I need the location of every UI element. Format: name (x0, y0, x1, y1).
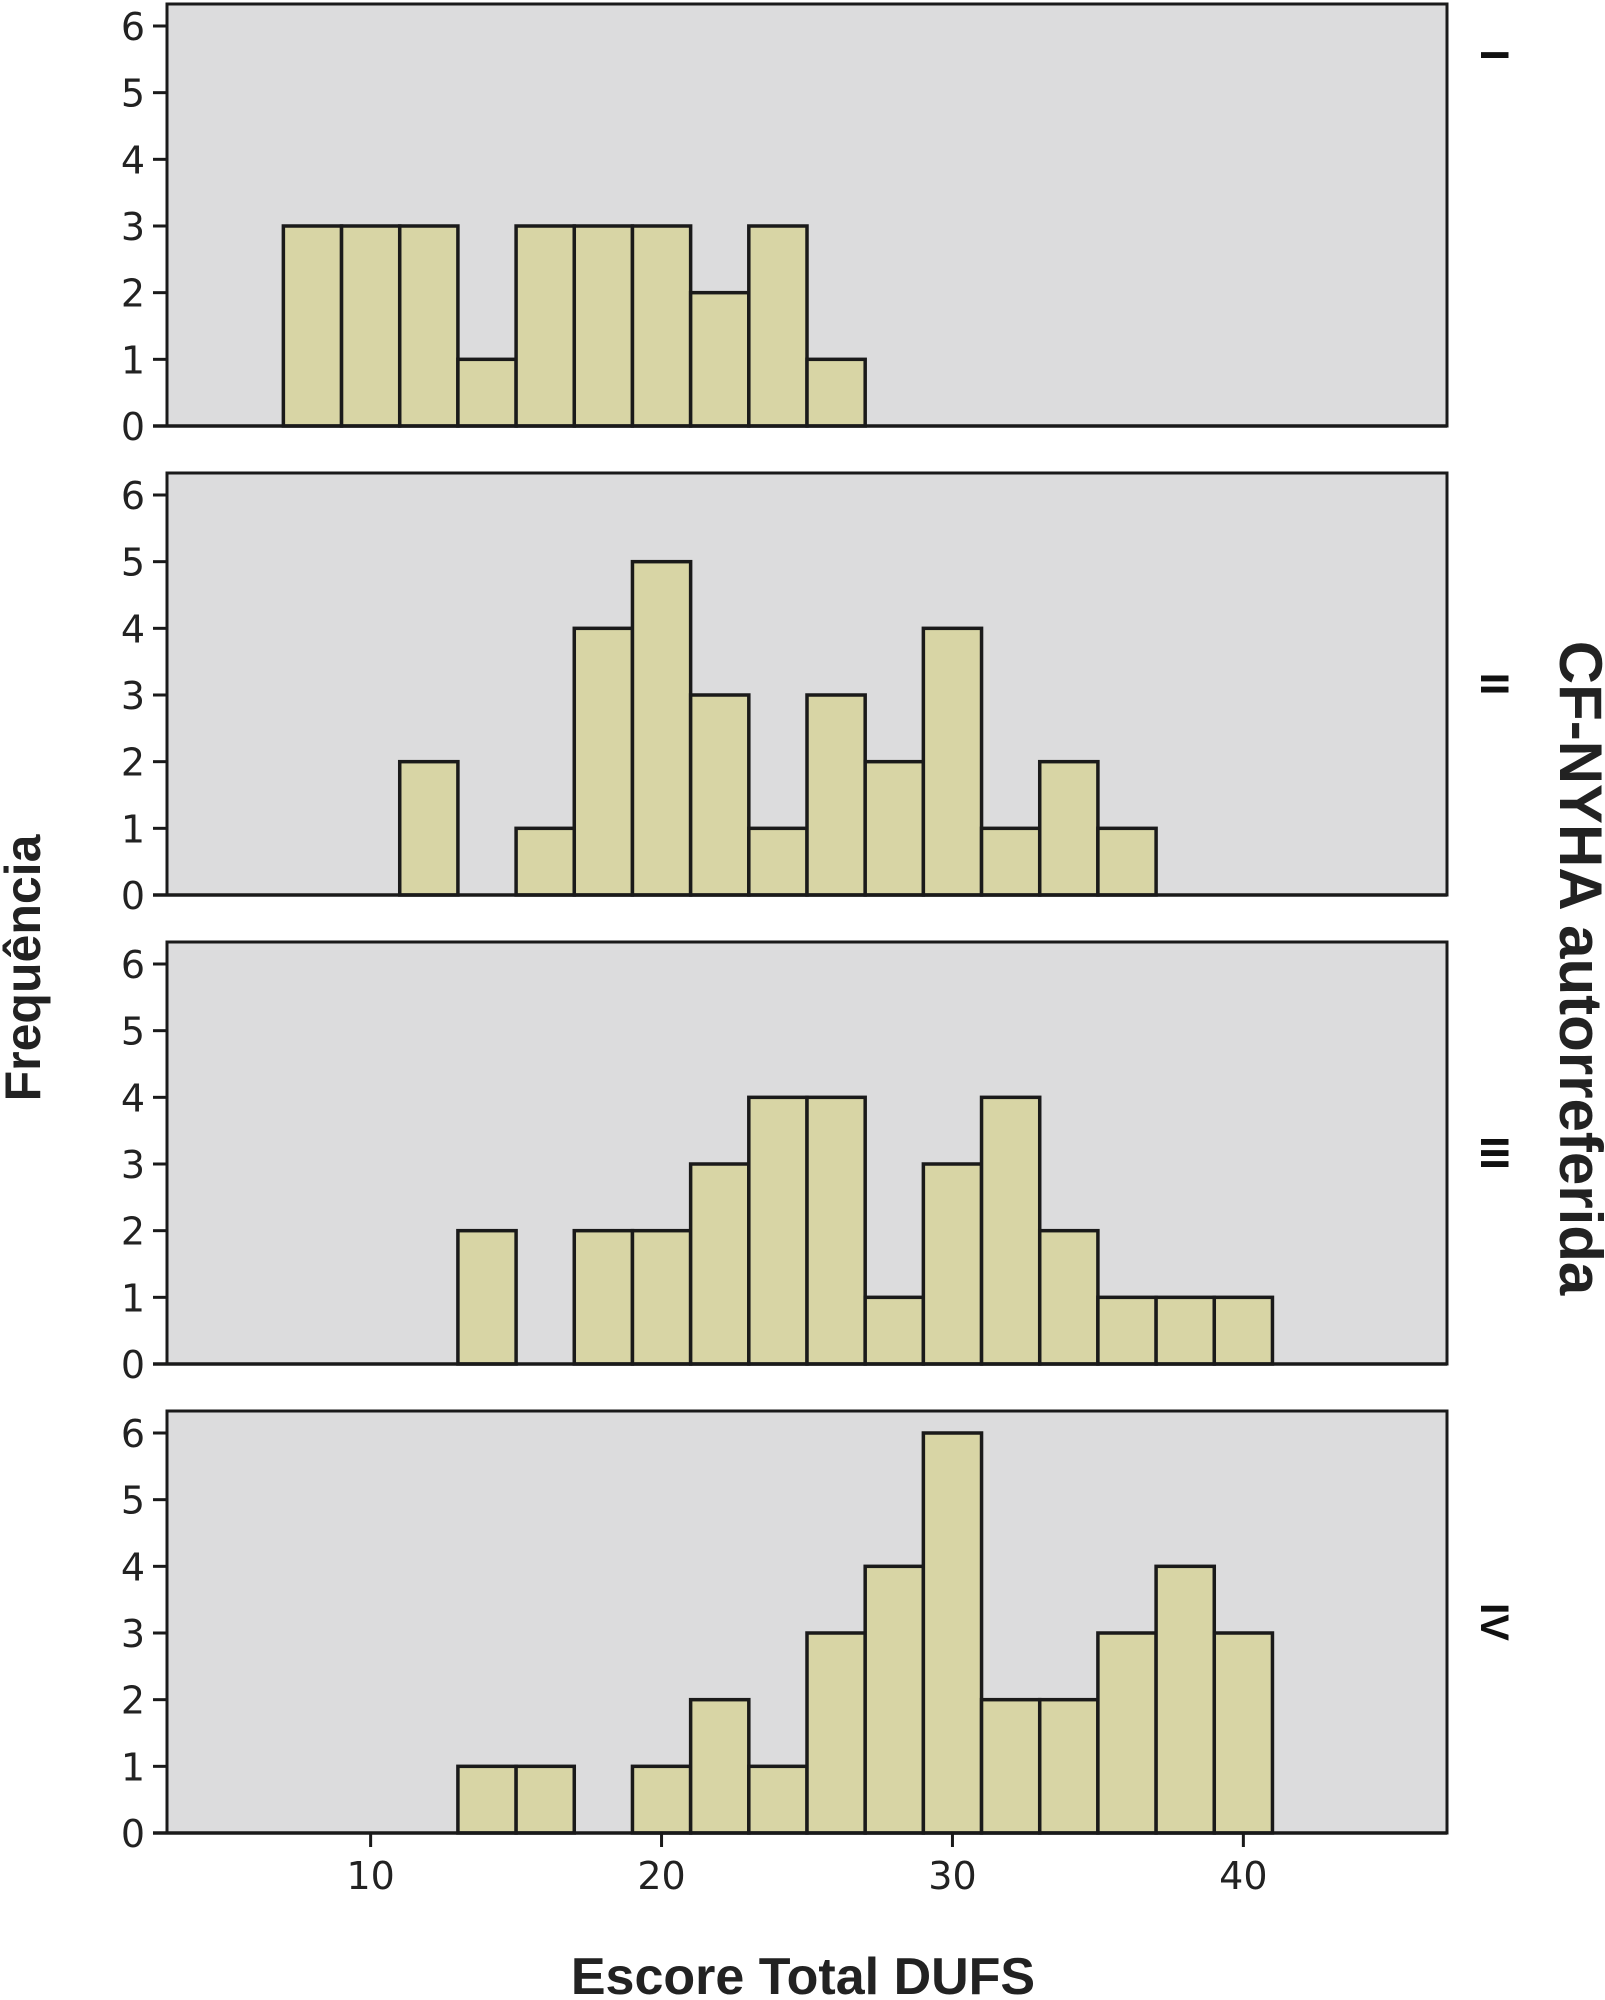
y-tick-label: 4 (121, 138, 145, 182)
histogram-bar (1212, 1631, 1275, 1835)
histogram-bar (630, 1764, 693, 1835)
y-tick-label: 5 (121, 72, 145, 116)
histogram-bar (688, 1697, 751, 1835)
histogram-bar (514, 826, 577, 897)
panel-iv: 0 1 2 3 4 5 6 IV (121, 1409, 1516, 1856)
histogram-bar (397, 224, 460, 428)
x-tick-label: 20 (637, 1854, 685, 1898)
histogram-bar (1212, 1295, 1275, 1366)
y-tick-label: 2 (121, 1679, 145, 1723)
histogram-bar (1096, 1295, 1158, 1366)
y-tick-label: 3 (121, 1612, 145, 1656)
y-tick-label: 2 (121, 741, 145, 785)
x-axis-title: Escore Total DUFS (571, 1948, 1035, 2000)
x-tick-label: 10 (346, 1854, 394, 1898)
y-tick-label: 6 (121, 943, 145, 987)
histogram-bar (688, 1162, 751, 1366)
x-axis: 10 20 30 40 (346, 1833, 1268, 1898)
histogram-bar (805, 357, 867, 428)
histogram-bar (688, 290, 751, 428)
histogram-bar (747, 1764, 809, 1835)
y-tick-label: 0 (121, 874, 145, 918)
y-tick-label: 4 (121, 1545, 145, 1589)
histogram-bar (863, 1564, 926, 1835)
y-tick-label: 5 (121, 1479, 145, 1523)
y-tick-label: 3 (121, 1143, 145, 1187)
histogram-bar (1037, 1697, 1100, 1835)
y-tick-label: 4 (121, 1076, 145, 1120)
histogram-bar (1096, 826, 1158, 897)
panel-label-iv: IV (1472, 1603, 1516, 1641)
y-tick-label: 3 (121, 674, 145, 718)
histogram-bar (921, 1162, 984, 1366)
y-tick-label: 6 (121, 5, 145, 49)
histogram-bar (979, 1697, 1042, 1835)
y-tick-label: 1 (121, 1745, 145, 1789)
y-tick-label: 1 (121, 807, 145, 851)
x-tick-label: 40 (1219, 1854, 1267, 1898)
x-tick-label: 30 (928, 1854, 976, 1898)
histogram-bar (747, 826, 809, 897)
histogram-bar (281, 224, 344, 428)
histogram-bar (456, 357, 518, 428)
y-tick-label: 5 (121, 541, 145, 585)
histogram-bar (1096, 1631, 1158, 1835)
y-tick-label: 0 (121, 1812, 145, 1856)
histogram-bar (397, 759, 460, 897)
histogram-bar (456, 1228, 518, 1366)
histogram-bar (805, 1631, 867, 1835)
histogram-bar (572, 1228, 635, 1366)
panels-layer: 0 1 2 3 4 5 6 I 0 1 2 3 4 5 6 II 0 1 2 3 4 5 6 III 0 1 2 3 4 5 6 IV 10 20… (121, 2, 1516, 1898)
panel-iii: 0 1 2 3 4 5 6 III (121, 940, 1516, 1387)
histogram-bar (747, 224, 809, 428)
histogram-bar (921, 1431, 984, 1835)
histogram-bar (805, 693, 867, 897)
facet-variable-title: CF-NYHA autorreferida (1547, 641, 1605, 1296)
histogram-bar (630, 559, 693, 897)
y-tick-label: 1 (121, 338, 145, 382)
histogram-bar (747, 1095, 809, 1366)
panel-label-iii: III (1472, 1136, 1516, 1169)
histogram-bar (339, 224, 402, 428)
panel-i: 0 1 2 3 4 5 6 I (121, 2, 1516, 449)
histogram-bar (630, 1228, 693, 1366)
y-tick-label: 2 (121, 1210, 145, 1254)
y-tick-label: 3 (121, 205, 145, 249)
histogram-bar (456, 1764, 518, 1835)
histogram-bar (1037, 759, 1100, 897)
histogram-bar (514, 224, 577, 428)
y-tick-label: 5 (121, 1010, 145, 1054)
histogram-bar (572, 626, 635, 897)
y-axis-title: Frequência (0, 833, 51, 1101)
y-tick-label: 0 (121, 405, 145, 449)
histogram-bar (630, 224, 693, 428)
y-tick-label: 1 (121, 1276, 145, 1320)
histogram-bar (688, 693, 751, 897)
histogram-bar (921, 626, 984, 897)
y-tick-label: 4 (121, 607, 145, 651)
histogram-bar (1154, 1295, 1217, 1366)
histogram-bar (979, 826, 1042, 897)
histogram-bar (514, 1764, 577, 1835)
panel-label-i: I (1472, 49, 1516, 60)
histogram-bar (863, 759, 926, 897)
histogram-bar (572, 224, 635, 428)
panel-label-ii: II (1472, 673, 1516, 695)
y-tick-label: 6 (121, 1412, 145, 1456)
histogram-bar (1154, 1564, 1217, 1835)
y-tick-label: 2 (121, 272, 145, 316)
y-tick-label: 6 (121, 474, 145, 518)
histogram-bar (979, 1095, 1042, 1366)
histogram-bar (863, 1295, 926, 1366)
histogram-bar (805, 1095, 867, 1366)
panel-ii: 0 1 2 3 4 5 6 II (121, 471, 1516, 918)
histogram-bar (1037, 1228, 1100, 1366)
y-tick-label: 0 (121, 1343, 145, 1387)
